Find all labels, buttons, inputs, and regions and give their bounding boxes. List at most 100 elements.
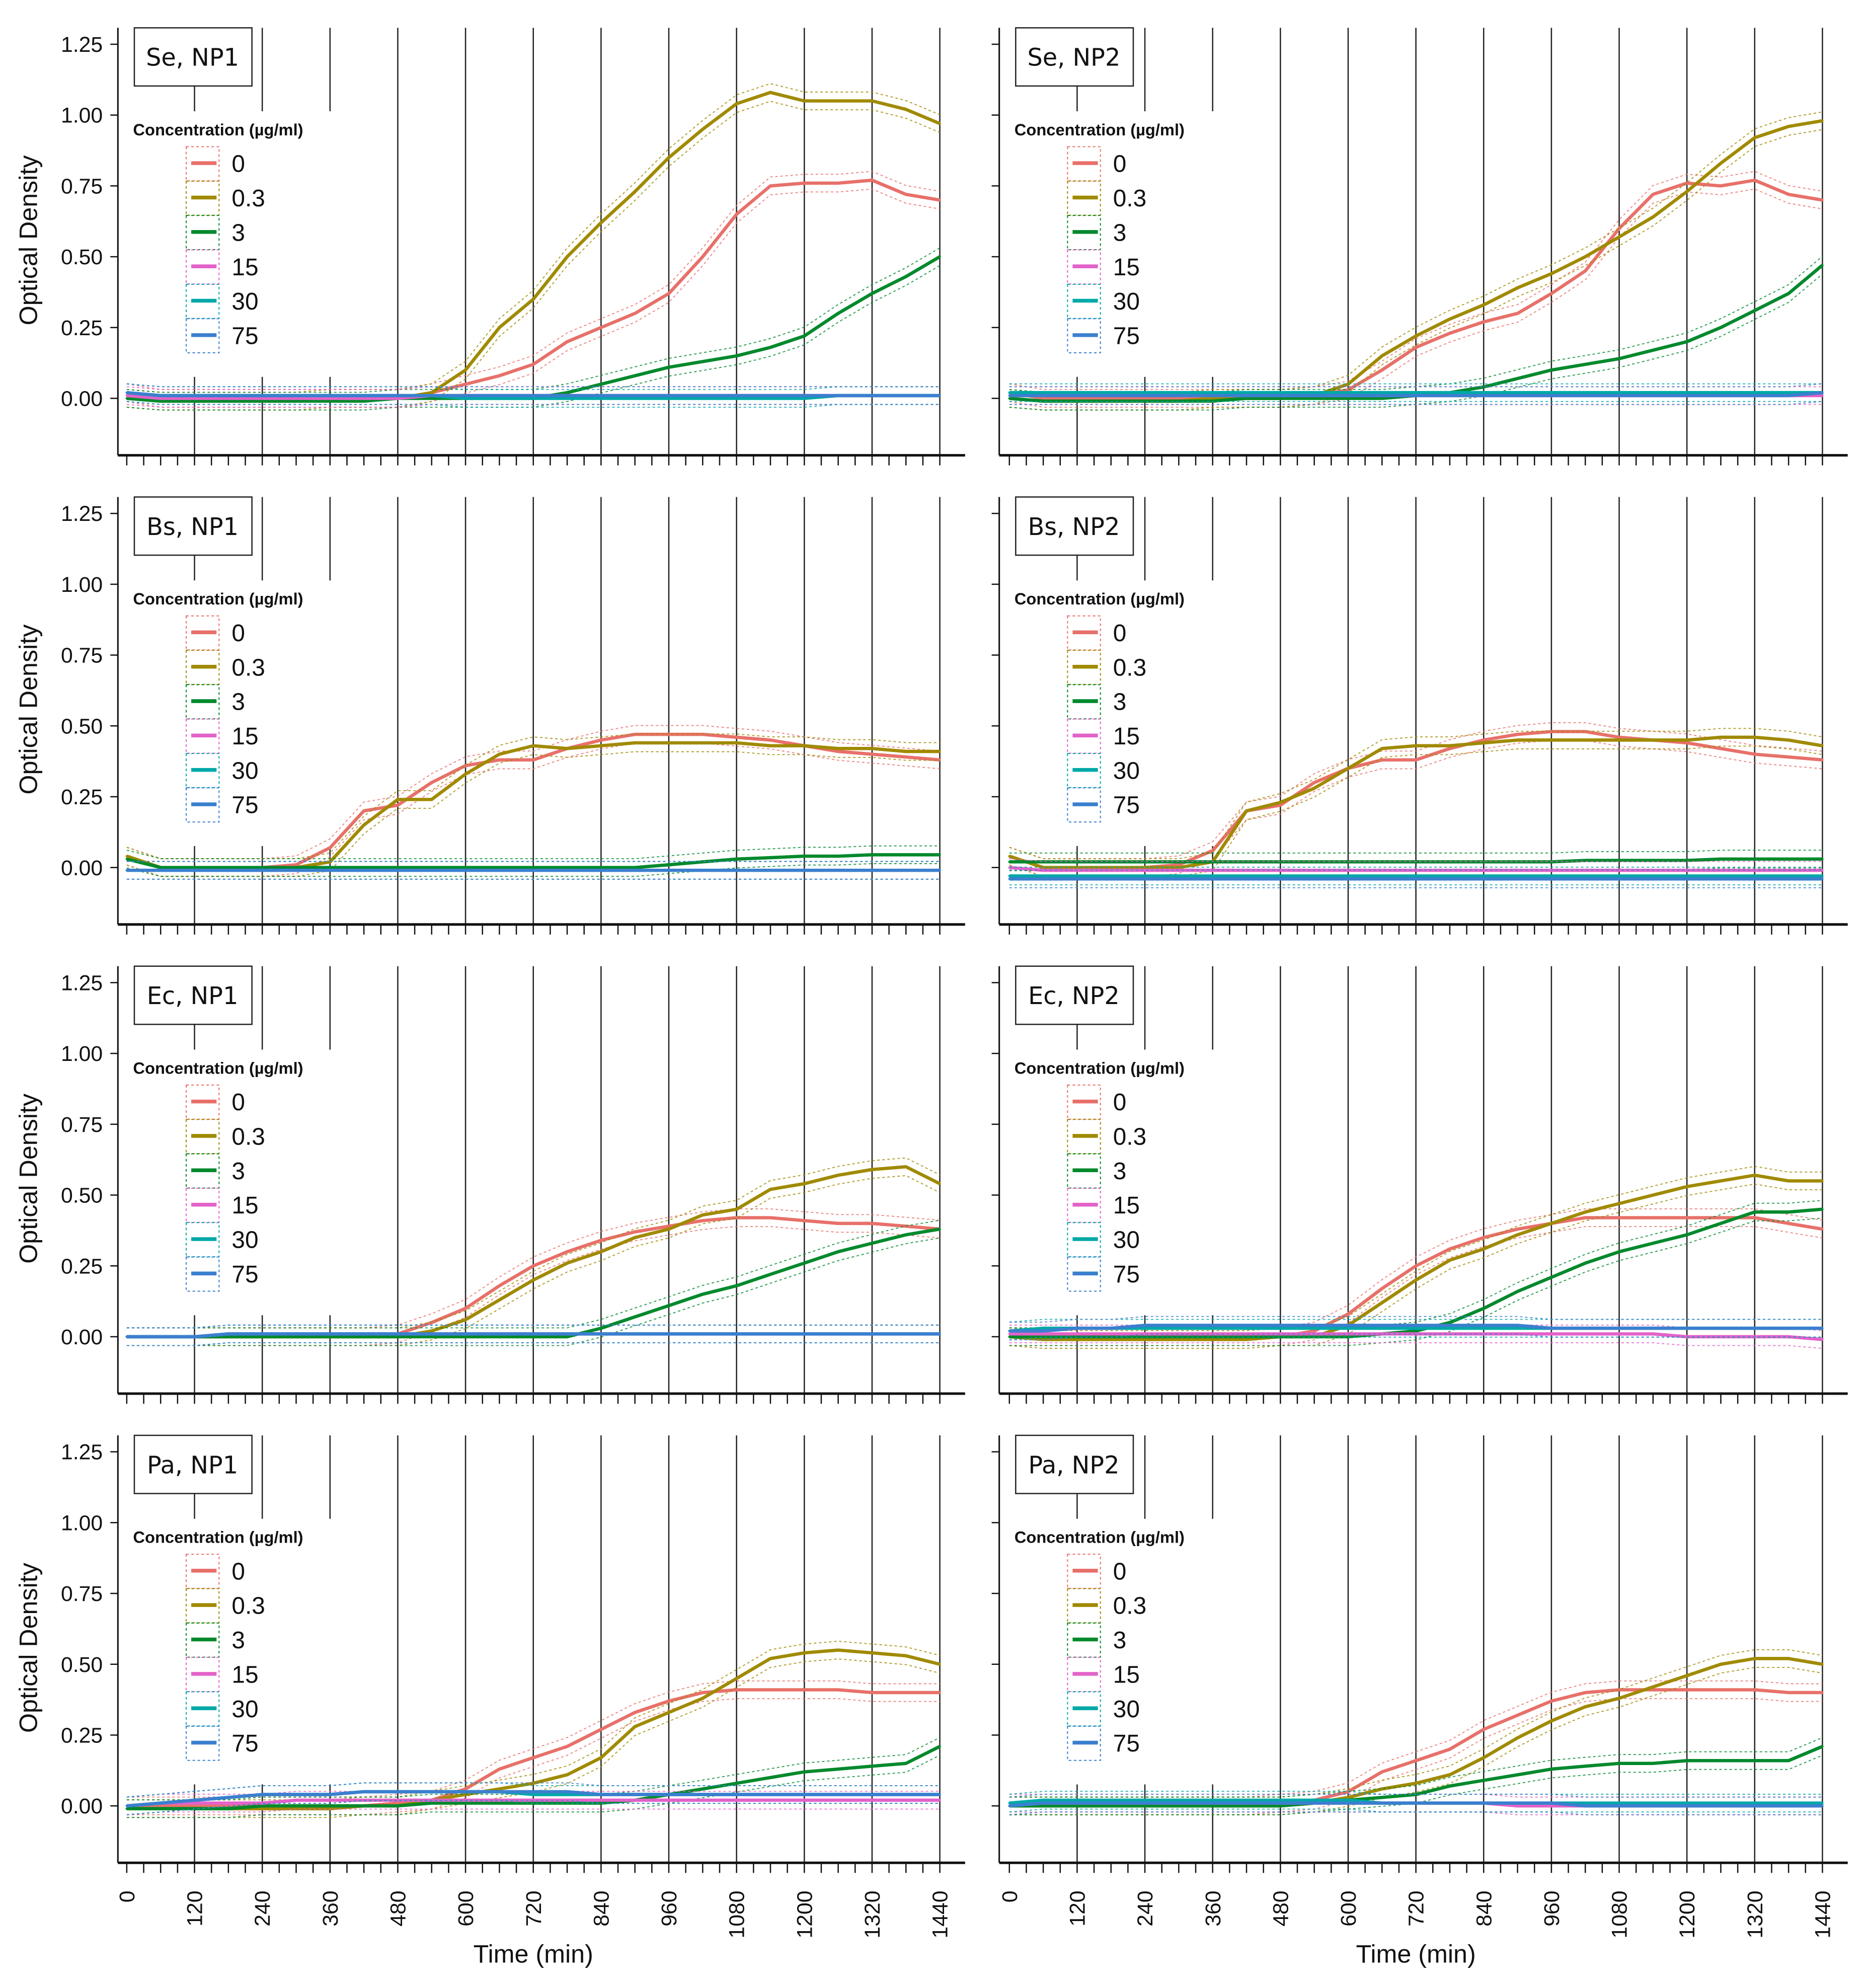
data-point — [939, 1228, 941, 1231]
data-point — [1685, 190, 1688, 193]
data-point — [430, 1790, 433, 1793]
data-point — [1279, 391, 1282, 394]
series-ci-lower-75 — [126, 401, 940, 405]
data-point — [1821, 858, 1824, 861]
data-point — [227, 397, 230, 400]
data-point — [464, 394, 467, 397]
data-point — [871, 1651, 874, 1654]
data-point — [532, 869, 534, 872]
data-point — [566, 255, 569, 258]
series-ci-lower-75 — [1009, 1811, 1823, 1815]
data-point — [1110, 877, 1112, 880]
data-point — [939, 854, 941, 856]
data-point — [634, 190, 636, 193]
data-point — [1821, 391, 1824, 394]
legend-label: 15 — [231, 254, 258, 281]
data-point — [1279, 804, 1282, 807]
data-point — [1279, 1333, 1282, 1335]
data-point — [1245, 875, 1248, 877]
data-point — [193, 400, 196, 403]
data-point — [1279, 1799, 1282, 1802]
data-point — [1753, 309, 1756, 312]
data-point — [904, 1333, 907, 1335]
data-point — [1720, 875, 1722, 877]
data-point — [1652, 1804, 1655, 1807]
legend-label: 30 — [231, 1696, 258, 1723]
data-point — [1482, 1327, 1485, 1330]
data-point — [498, 1790, 501, 1793]
data-point — [904, 1799, 907, 1802]
data-point — [1618, 1804, 1620, 1807]
data-point — [1448, 877, 1451, 880]
series-ci-upper-75 — [1009, 383, 1823, 388]
data-point — [1381, 1327, 1383, 1330]
data-point — [803, 1799, 806, 1802]
data-point — [735, 1284, 738, 1287]
data-point — [397, 798, 399, 801]
data-point — [939, 1663, 941, 1666]
data-point — [1347, 1324, 1350, 1327]
series-ci-lower-3 — [126, 1754, 941, 1818]
x-tick-label: 0 — [115, 1891, 139, 1903]
data-point — [1143, 877, 1146, 880]
data-point — [634, 1793, 636, 1796]
data-point — [261, 866, 264, 869]
y-tick-label: 0.00 — [61, 1325, 103, 1349]
data-point — [1076, 877, 1078, 880]
data-point — [735, 869, 738, 872]
data-point — [566, 1335, 569, 1338]
data-point — [1008, 877, 1011, 880]
data-point — [1482, 321, 1485, 323]
data-point — [1787, 394, 1790, 397]
legend-label: 30 — [1113, 288, 1140, 315]
legend-label: 0.3 — [231, 185, 265, 212]
legend-label: 0 — [231, 1089, 245, 1116]
data-point — [803, 335, 806, 337]
data-point — [1245, 397, 1248, 400]
data-point — [430, 1330, 433, 1332]
data-point — [1787, 125, 1790, 128]
data-point — [1685, 1185, 1688, 1188]
data-point — [1787, 1802, 1790, 1804]
data-point — [362, 1333, 365, 1335]
data-point — [1448, 744, 1451, 747]
legend-background — [128, 1049, 350, 1316]
data-point — [1618, 739, 1620, 741]
data-point — [498, 1799, 501, 1802]
data-point — [803, 394, 806, 397]
y-tick-label: 0.75 — [61, 1113, 103, 1137]
data-point — [904, 755, 907, 758]
data-point — [1753, 1657, 1756, 1660]
data-point — [1787, 1657, 1790, 1660]
panel-label: Bs, NP2 — [1028, 513, 1120, 541]
series-ci-upper-0.3 — [126, 1157, 941, 1329]
data-point — [295, 397, 297, 400]
data-point — [1753, 1759, 1756, 1762]
data-point — [397, 1790, 399, 1793]
data-point — [1550, 1327, 1553, 1330]
legend-key-box — [185, 318, 220, 354]
data-point — [193, 394, 196, 397]
legend-label: 3 — [1113, 689, 1127, 716]
series-ci-upper-15 — [1009, 858, 1823, 862]
x-tick-label: 480 — [1269, 1891, 1293, 1927]
data-point — [769, 856, 772, 859]
data-point — [329, 1333, 332, 1335]
data-point — [1821, 877, 1824, 880]
data-point — [498, 1768, 501, 1771]
data-point — [1787, 875, 1790, 877]
data-point — [1753, 1216, 1756, 1219]
data-point — [1821, 1663, 1824, 1666]
data-point — [600, 221, 602, 224]
panel-label-box — [133, 1434, 253, 1494]
legend-label: 15 — [1113, 254, 1140, 281]
data-point — [1143, 869, 1146, 872]
data-point — [803, 1771, 806, 1773]
data-point — [464, 368, 467, 371]
data-point — [193, 1804, 196, 1807]
data-point — [464, 866, 467, 869]
data-point — [1313, 1330, 1315, 1332]
data-point — [735, 858, 738, 861]
data-point — [769, 1216, 772, 1219]
data-point — [227, 1333, 230, 1335]
